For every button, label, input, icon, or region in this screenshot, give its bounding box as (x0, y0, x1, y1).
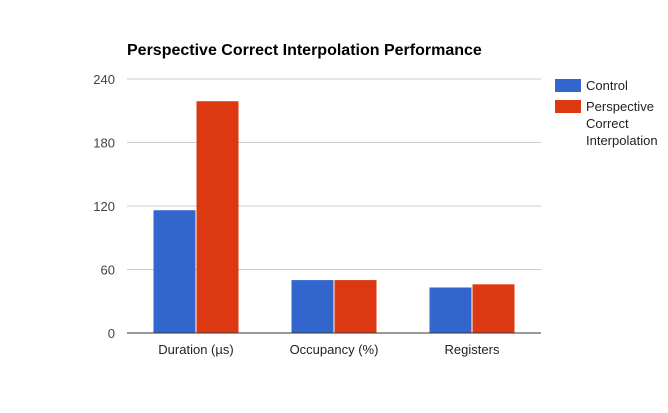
x-axis-labels: Duration (µs) Occupancy (%) Registers (158, 342, 500, 357)
y-tick-label: 120 (93, 199, 115, 214)
legend: Control Perspective Correct Interpolatio… (555, 78, 658, 148)
y-tick-label: 0 (108, 326, 115, 341)
bar-perspective-0 (196, 101, 239, 333)
x-tick-label: Registers (445, 342, 500, 357)
y-tick-label: 240 (93, 72, 115, 87)
x-tick-label: Occupancy (%) (290, 342, 379, 357)
bar-perspective-2 (472, 284, 515, 333)
y-tick-label: 60 (101, 263, 115, 278)
legend-label-control: Control (586, 78, 628, 93)
legend-label-perspective-line3: Interpolation (586, 133, 658, 148)
legend-swatch-control (555, 79, 581, 92)
bar-control-0 (153, 210, 196, 333)
bar-control-1 (291, 280, 334, 333)
legend-label-perspective: Perspective Correct Interpolation (586, 99, 658, 148)
legend-swatch-perspective (555, 100, 581, 113)
chart-title: Perspective Correct Interpolation Perfor… (127, 42, 482, 59)
legend-label-perspective-line1: Perspective (586, 99, 654, 114)
bars (153, 101, 515, 333)
y-tick-label: 180 (93, 136, 115, 151)
legend-label-perspective-line2: Correct (586, 116, 629, 131)
x-tick-label: Duration (µs) (158, 342, 233, 357)
bar-perspective-1 (334, 280, 377, 333)
bar-control-2 (429, 287, 472, 333)
y-axis-ticks: 0 60 120 180 240 (93, 72, 115, 341)
gridlines (127, 78, 541, 270)
